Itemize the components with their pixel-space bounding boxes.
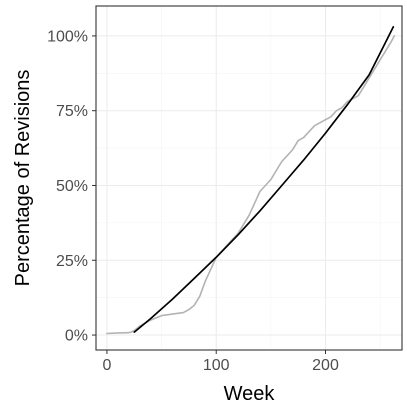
series-line-fit	[133, 26, 395, 333]
x-tick-label: 100	[203, 357, 230, 374]
y-tick-label: 0%	[65, 328, 88, 345]
y-tick-label: 100%	[47, 28, 88, 45]
x-tick-label: 200	[312, 357, 339, 374]
y-tick-label: 75%	[56, 103, 88, 120]
y-tick-label: 25%	[56, 253, 88, 270]
series-layer	[106, 26, 396, 335]
panel-border	[95, 5, 403, 351]
x-tick-label: 0	[102, 357, 111, 374]
panel-background	[96, 6, 402, 350]
y-axis: 0% 25% 50% 75% 100%	[47, 28, 96, 345]
grid	[96, 6, 402, 350]
y-tick-label: 50%	[56, 178, 88, 195]
x-axis: 0 100 200	[102, 350, 339, 374]
panel	[95, 5, 403, 351]
y-axis-title: Percentage of Revisions	[12, 70, 34, 287]
x-axis-title: Week	[224, 383, 276, 405]
